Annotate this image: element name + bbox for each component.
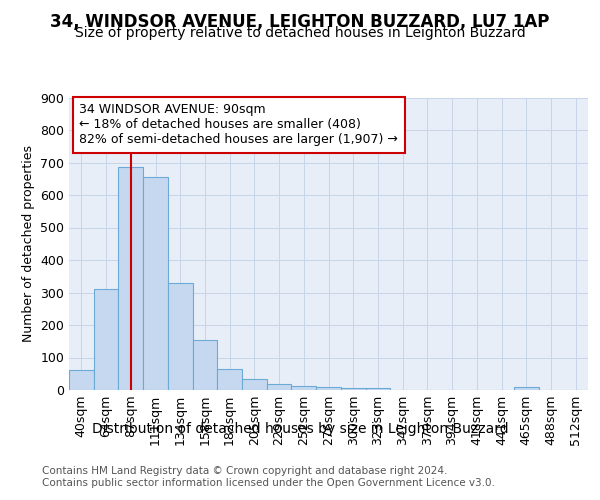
Text: Contains HM Land Registry data © Crown copyright and database right 2024.
Contai: Contains HM Land Registry data © Crown c… <box>42 466 495 487</box>
Bar <box>69 370 94 390</box>
Bar <box>168 283 193 390</box>
Text: Size of property relative to detached houses in Leighton Buzzard: Size of property relative to detached ho… <box>74 26 526 40</box>
Bar <box>143 177 168 390</box>
Bar <box>118 168 143 390</box>
Text: 34, WINDSOR AVENUE, LEIGHTON BUZZARD, LU7 1AP: 34, WINDSOR AVENUE, LEIGHTON BUZZARD, LU… <box>50 12 550 30</box>
Bar <box>292 386 316 390</box>
Bar <box>341 388 365 390</box>
Bar <box>242 378 267 390</box>
Text: Distribution of detached houses by size in Leighton Buzzard: Distribution of detached houses by size … <box>92 422 508 436</box>
Y-axis label: Number of detached properties: Number of detached properties <box>22 145 35 342</box>
Bar <box>217 369 242 390</box>
Bar <box>193 340 217 390</box>
Bar <box>514 387 539 390</box>
Bar <box>316 387 341 390</box>
Text: 34 WINDSOR AVENUE: 90sqm
← 18% of detached houses are smaller (408)
82% of semi-: 34 WINDSOR AVENUE: 90sqm ← 18% of detach… <box>79 104 398 146</box>
Bar <box>365 388 390 390</box>
Bar <box>267 384 292 390</box>
Bar <box>94 289 118 390</box>
